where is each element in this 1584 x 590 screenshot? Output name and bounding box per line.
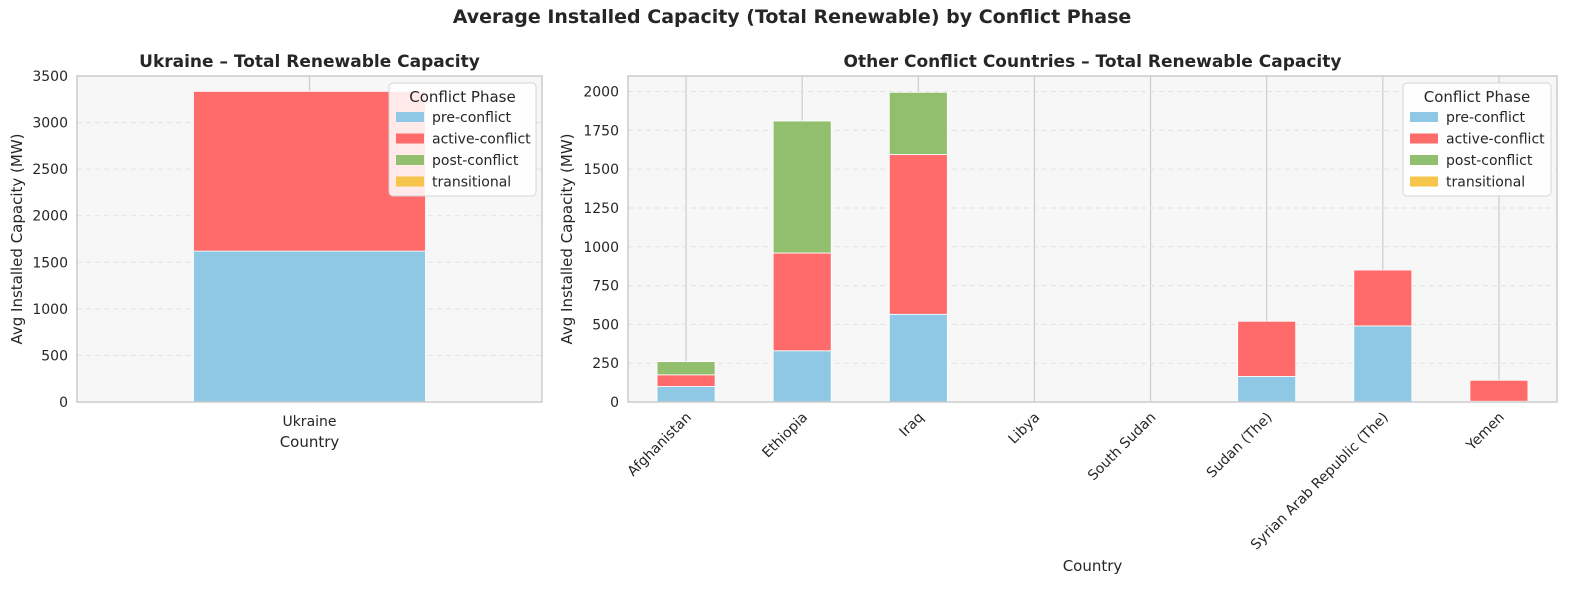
bar-afghanistan-active-conflict [656, 374, 716, 387]
legend-swatch-transitional [396, 176, 424, 187]
plot-frame [627, 75, 1558, 403]
x-axis-label: Country [1063, 557, 1123, 575]
bar-sudan-the-active-conflict [1237, 320, 1297, 377]
legend-title: Conflict Phase [409, 88, 515, 106]
legend-label-active-conflict: active-conflict [1446, 132, 1545, 148]
bar-syrian-arab-republic-the-pre-conflict [1353, 325, 1413, 403]
legend: Conflict Phase pre-conflict active-conflic… [388, 82, 537, 197]
x-tick-label: Sudan (The) [1204, 410, 1276, 482]
x-tick-label: South Sudan [1085, 410, 1159, 484]
legend-swatch-pre-conflict [396, 112, 424, 122]
y-tick-label: 2500 [32, 162, 68, 178]
figure-title: Average Installed Capacity (Total Renewa… [452, 6, 1132, 28]
bar-syrian-arab-republic-the-active-conflict [1353, 269, 1413, 327]
bar-sudan-the-pre-conflict [1237, 375, 1297, 403]
y-axis-label: Avg Installed Capacity (MW) [8, 133, 26, 344]
y-tick-label: 3500 [32, 69, 68, 85]
legend-swatch-pre-conflict [1410, 112, 1438, 122]
legend-swatch-post-conflict [1410, 155, 1438, 165]
legend-title: Conflict Phase [1424, 88, 1530, 106]
plot-frame [76, 75, 543, 403]
x-tick-label: Ethiopia [759, 410, 811, 462]
legend-box [388, 82, 537, 197]
bar-iraq-post-conflict [888, 91, 948, 155]
legend-label-transitional: transitional [432, 175, 511, 191]
bar-afghanistan-pre-conflict [656, 386, 716, 403]
y-tick-label: 1250 [583, 201, 619, 217]
y-tick-label: 0 [610, 395, 619, 411]
legend-label-pre-conflict: pre-conflict [1446, 110, 1526, 126]
bar-afghanistan-post-conflict [656, 361, 716, 376]
bar-iraq-pre-conflict [888, 313, 948, 403]
y-tick-label: 1500 [32, 255, 68, 271]
bar-ukraine-pre-conflict [193, 250, 426, 403]
legend-label-pre-conflict: pre-conflict [432, 110, 512, 126]
y-tick-label: 500 [592, 317, 619, 333]
bar-ethiopia-post-conflict [772, 120, 832, 254]
y-tick-label: 0 [59, 395, 68, 411]
bar-ukraine-active-conflict [193, 90, 426, 252]
y-tick-label: 1750 [583, 123, 619, 139]
y-tick-label: 3000 [32, 116, 68, 132]
bar-yemen-active-conflict [1469, 379, 1529, 402]
y-tick-label: 1000 [583, 240, 619, 256]
y-tick-label: 2000 [32, 209, 68, 225]
legend-swatch-post-conflict [396, 155, 424, 165]
bar-ethiopia-pre-conflict [772, 350, 832, 403]
legend-label-active-conflict: active-conflict [432, 132, 531, 148]
legend-box [1402, 82, 1552, 197]
chart-1: 0 500 1000 1500 2000 2500 3000 3500 Ukraine Ukrai… [8, 52, 543, 451]
y-tick-label: 750 [592, 279, 619, 295]
y-tick-label: 2000 [583, 85, 619, 101]
legend-swatch-transitional [1410, 176, 1438, 187]
x-tick-label: Yemen [1463, 410, 1508, 455]
x-tick-label: Afghanistan [625, 410, 695, 480]
subplot-title: Other Conflict Countries – Total Renewab… [844, 52, 1342, 72]
x-tick-label: Iraq [896, 410, 927, 441]
x-tick-label: Syrian Arab Republic (The) [1248, 410, 1392, 554]
y-tick-label: 1500 [583, 162, 619, 178]
y-axis-label: Avg Installed Capacity (MW) [558, 133, 576, 344]
x-axis-label: Country [280, 433, 340, 451]
bar-iraq-active-conflict [888, 153, 948, 315]
legend-label-post-conflict: post-conflict [1446, 153, 1533, 169]
legend-label-post-conflict: post-conflict [432, 153, 519, 169]
y-tick-label: 1000 [32, 302, 68, 318]
x-tick-label: Libya [1005, 410, 1043, 448]
legend-swatch-active-conflict [396, 133, 424, 144]
legend: Conflict Phase pre-conflict active-conflic… [1402, 82, 1552, 197]
y-tick-label: 250 [592, 356, 619, 372]
y-tick-label: 500 [41, 348, 68, 364]
legend-swatch-active-conflict [1410, 133, 1438, 144]
chart-2: 0 250 500 750 1000 1250 1500 1750 2000 Afghanista… [558, 52, 1558, 575]
bar-ethiopia-active-conflict [772, 252, 832, 352]
subplot-title: Ukraine – Total Renewable Capacity [139, 52, 480, 72]
legend-label-transitional: transitional [1446, 175, 1525, 191]
x-tick-label: Ukraine [282, 414, 336, 430]
